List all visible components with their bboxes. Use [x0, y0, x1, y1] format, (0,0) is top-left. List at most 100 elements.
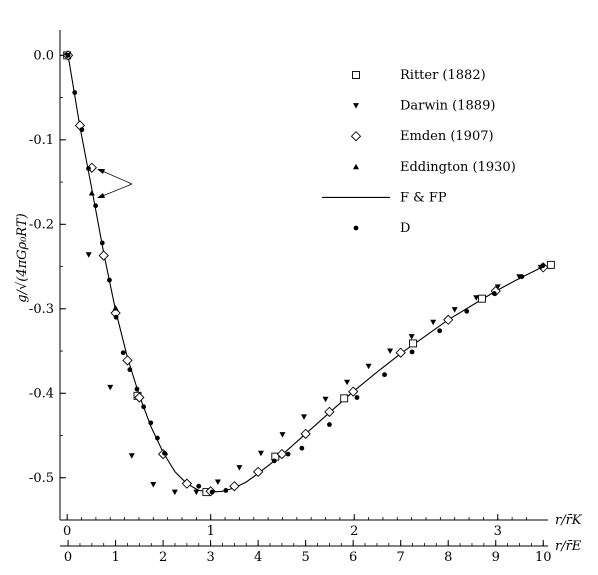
- legend-item: Ritter (1882): [352, 68, 486, 83]
- data-point: [478, 294, 486, 303]
- data-point: [491, 291, 497, 296]
- legend-label: D: [400, 221, 410, 236]
- legend: Ritter (1882) Darwin (1889) Emden (1907) Ed…: [322, 68, 516, 236]
- x-top-tick-label: 1: [207, 524, 215, 539]
- data-point: [193, 489, 200, 496]
- eddington-arrow-annotation: [97, 169, 133, 198]
- data-point: [322, 396, 329, 403]
- x-top-tick-label: 2: [350, 524, 358, 539]
- series-ritter-1882: [63, 51, 555, 497]
- x-bottom-tick-label: 7: [397, 550, 405, 565]
- data-point: [257, 450, 264, 457]
- x-top-tick-label: 0: [63, 524, 71, 539]
- data-point: [409, 339, 418, 348]
- data-point: [162, 450, 167, 456]
- curve-layer: [67, 55, 544, 493]
- y-tick-label: -0.3: [29, 302, 54, 317]
- data-point: [340, 394, 349, 403]
- data-point: [519, 274, 525, 280]
- data-point: [88, 190, 95, 196]
- x-bottom-tick-label: 4: [254, 550, 262, 565]
- data-point: [327, 422, 332, 427]
- data-point: [437, 328, 443, 334]
- data-point: [253, 466, 264, 477]
- series-emden-1907: [62, 50, 549, 497]
- data-point: [546, 260, 555, 269]
- legend-swatch: [350, 131, 362, 142]
- data-point: [127, 367, 133, 373]
- data-point: [72, 90, 78, 95]
- x-axis-bottom-title: r/r̄E: [555, 539, 582, 554]
- x-axis-bottom-ticks: 0 1 2 3 4 5 6 7 8 9 10: [64, 540, 552, 565]
- data-point: [348, 386, 359, 397]
- x-bottom-tick-label: 6: [349, 550, 357, 565]
- data-point: [300, 428, 311, 439]
- data-point: [141, 404, 147, 410]
- data-point: [276, 448, 288, 460]
- arrow-head-upper: [97, 169, 105, 174]
- data-point: [229, 481, 240, 492]
- data-point: [120, 350, 126, 356]
- arrow-line-lower: [99, 183, 133, 198]
- legend-swatch: [352, 71, 360, 79]
- legend-swatch: [353, 163, 359, 170]
- data-point: [382, 372, 387, 378]
- data-point: [209, 489, 215, 495]
- x-axis-top-title: r/r̄K: [555, 513, 583, 528]
- data-point: [223, 488, 229, 493]
- data-point: [299, 445, 305, 451]
- data-point: [65, 52, 71, 58]
- legend-swatch: [353, 103, 359, 109]
- legend-label: Ritter (1882): [400, 68, 486, 83]
- data-point: [150, 482, 157, 488]
- legend-label: Eddington (1930): [400, 160, 516, 175]
- y-tick-label: -0.4: [29, 386, 54, 401]
- y-tick-label: 0.0: [33, 48, 54, 63]
- series-darwin-1889: [64, 52, 544, 496]
- data-point: [271, 458, 277, 464]
- data-point: [285, 451, 291, 457]
- data-point: [473, 295, 480, 301]
- data-point: [408, 334, 415, 340]
- arrow-line-upper: [99, 169, 133, 185]
- series-d: [65, 52, 546, 495]
- data-point: [107, 384, 114, 391]
- data-point: [451, 307, 458, 313]
- legend-swatch: [353, 225, 359, 231]
- data-point: [107, 277, 112, 283]
- x-bottom-tick-label: 5: [302, 550, 310, 565]
- data-point: [236, 465, 243, 471]
- data-point: [387, 348, 394, 355]
- x-bottom-tick-label: 3: [206, 550, 214, 565]
- y-axis-title: g/√(4πGρ₀RT): [15, 213, 30, 302]
- legend-item: D: [353, 221, 410, 236]
- x-bottom-tick-label: 0: [64, 550, 72, 565]
- data-point: [540, 263, 546, 269]
- legend-label: Darwin (1889): [400, 99, 495, 114]
- data-point: [181, 478, 193, 489]
- data-point: [155, 435, 160, 441]
- data-point: [464, 308, 470, 314]
- series-line-f-fp: [67, 55, 544, 493]
- data-point: [79, 127, 85, 133]
- data-point: [214, 479, 221, 485]
- data-point: [409, 349, 415, 355]
- data-point: [128, 453, 135, 459]
- data-point: [354, 395, 360, 400]
- y-tick-label: -0.5: [29, 471, 54, 486]
- data-point: [324, 406, 335, 417]
- legend-item: Eddington (1930): [353, 160, 516, 175]
- legend-item: Darwin (1889): [353, 99, 495, 114]
- legend-label: F & FP: [400, 190, 447, 205]
- y-tick-label: -0.2: [29, 217, 54, 232]
- x-bottom-tick-label: 9: [492, 550, 500, 565]
- data-point: [395, 347, 406, 358]
- data-point: [86, 166, 91, 171]
- data-point: [196, 483, 202, 489]
- data-point: [113, 314, 119, 320]
- data-point: [344, 379, 351, 386]
- data-point: [134, 392, 145, 403]
- y-tick-label: -0.1: [29, 133, 54, 148]
- data-point: [93, 203, 99, 209]
